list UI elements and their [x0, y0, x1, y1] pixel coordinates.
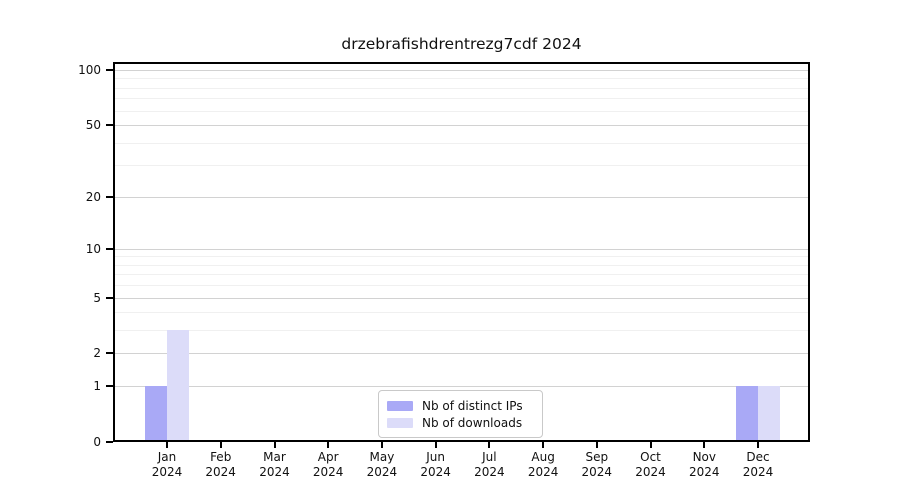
y-gridline-major-50: [113, 125, 810, 127]
y-tick-label-2: 2: [93, 346, 101, 361]
x-tick-aug: [542, 442, 545, 448]
x-tick-label-apr: Apr 2024: [298, 450, 358, 480]
x-tick-month: Jul: [482, 450, 497, 464]
x-tick-nov: [703, 442, 706, 448]
x-tick-year: 2024: [635, 465, 666, 479]
x-tick-month: Feb: [210, 450, 232, 464]
x-tick-feb: [219, 442, 222, 448]
y-gridline-minor-3: [113, 330, 810, 332]
y-gridline-major-20: [113, 196, 810, 198]
y-gridline-major-1: [113, 386, 810, 388]
bar-downloads-dec: [758, 386, 780, 442]
legend-label-downloads: Nb of downloads: [422, 415, 523, 430]
x-tick-jan: [166, 442, 168, 448]
legend-row-distinct-ips: Nb of distinct IPs: [387, 397, 533, 414]
x-tick-year: 2024: [312, 465, 344, 479]
x-tick-year: 2024: [742, 465, 774, 479]
x-tick-month: Mar: [263, 450, 286, 464]
x-tick-month: Sep: [585, 450, 609, 464]
x-tick-month: Aug: [531, 450, 555, 464]
y-tick-20: [106, 195, 113, 198]
x-tick-apr: [327, 442, 330, 448]
x-tick-year: 2024: [420, 465, 451, 479]
y-gridline-major-10: [113, 248, 810, 250]
y-tick-label-100: 100: [78, 63, 101, 77]
y-gridline-major-100: [113, 70, 810, 71]
legend-swatch-distinct-ips: [387, 400, 413, 411]
y-gridline-minor-40: [113, 142, 810, 144]
y-gridline-minor-9: [113, 256, 810, 258]
y-tick-0: [106, 441, 113, 443]
bar-downloads-jan: [167, 330, 189, 442]
y-gridline-minor-30: [113, 165, 810, 167]
x-tick-label-mar: Mar 2024: [245, 450, 305, 480]
y-tick-label-0: 0: [93, 435, 101, 449]
x-tick-label-jul: Jul 2024: [459, 450, 519, 480]
x-tick-year: 2024: [527, 465, 559, 479]
y-gridline-major-2: [113, 353, 810, 355]
y-tick-label-1: 1: [93, 379, 101, 394]
x-tick-month: Dec: [746, 450, 770, 464]
x-tick-may: [380, 442, 383, 448]
chart-title: drzebrafishdrentrezg7cdf 2024: [341, 35, 582, 53]
x-tick-year: 2024: [205, 465, 236, 479]
x-tick-jun: [434, 442, 437, 448]
y-tick-label-50: 50: [85, 118, 101, 133]
legend-label-distinct-ips: Nb of distinct IPs: [422, 398, 523, 413]
x-tick-oct: [649, 442, 652, 448]
x-tick-label-jun: Jun 2024: [406, 450, 466, 480]
y-gridline-minor-7: [113, 274, 810, 276]
x-tick-year: 2024: [689, 465, 720, 479]
y-gridline-minor-4: [113, 312, 810, 314]
x-tick-label-may: May 2024: [352, 450, 412, 480]
x-tick-month: May: [369, 450, 395, 464]
x-tick-label-jan: Jan 2024: [137, 450, 197, 480]
y-tick-10: [106, 247, 113, 250]
legend-swatch-downloads: [387, 417, 413, 428]
x-tick-year: 2024: [581, 465, 613, 479]
x-tick-year: 2024: [366, 465, 398, 479]
x-tick-label-dec: Dec 2024: [728, 450, 788, 480]
x-tick-label-feb: Feb 2024: [191, 450, 251, 480]
x-tick-month: Jan: [157, 450, 177, 464]
y-tick-1: [106, 385, 113, 388]
y-gridline-minor-70: [113, 98, 810, 100]
bar-distinct-ips-jan: [145, 386, 167, 442]
y-tick-2: [106, 352, 113, 355]
x-tick-label-sep: Sep 2024: [567, 450, 627, 480]
x-tick-jul: [488, 442, 491, 448]
y-gridline-minor-90: [113, 78, 810, 80]
y-gridline-minor-6: [113, 285, 810, 287]
y-tick-label-5: 5: [93, 290, 101, 305]
y-gridline-major-5: [113, 297, 810, 299]
x-tick-month: Oct: [640, 450, 661, 464]
x-tick-label-nov: Nov 2024: [674, 450, 734, 480]
x-tick-label-aug: Aug 2024: [513, 450, 573, 480]
y-tick-5: [106, 296, 113, 299]
legend-row-downloads: Nb of downloads: [387, 414, 533, 431]
x-tick-mar: [273, 442, 276, 448]
y-tick-50: [106, 124, 113, 127]
x-tick-sep: [595, 442, 598, 448]
y-gridline-minor-80: [113, 87, 810, 89]
y-gridline-minor-8: [113, 264, 810, 266]
y-gridline-minor-60: [113, 110, 810, 112]
x-tick-year: 2024: [151, 465, 183, 479]
x-tick-month: Jun: [426, 450, 445, 464]
x-tick-dec: [757, 442, 759, 448]
x-tick-year: 2024: [259, 465, 290, 479]
x-tick-label-oct: Oct 2024: [621, 450, 681, 480]
x-tick-year: 2024: [474, 465, 505, 479]
bar-distinct-ips-dec: [736, 386, 758, 442]
y-tick-label-20: 20: [85, 189, 101, 204]
y-tick-label-10: 10: [85, 241, 101, 256]
y-tick-100: [106, 69, 113, 71]
x-tick-month: Apr: [317, 450, 339, 464]
legend: Nb of distinct IPs Nb of downloads: [378, 390, 543, 438]
x-tick-month: Nov: [692, 450, 716, 464]
